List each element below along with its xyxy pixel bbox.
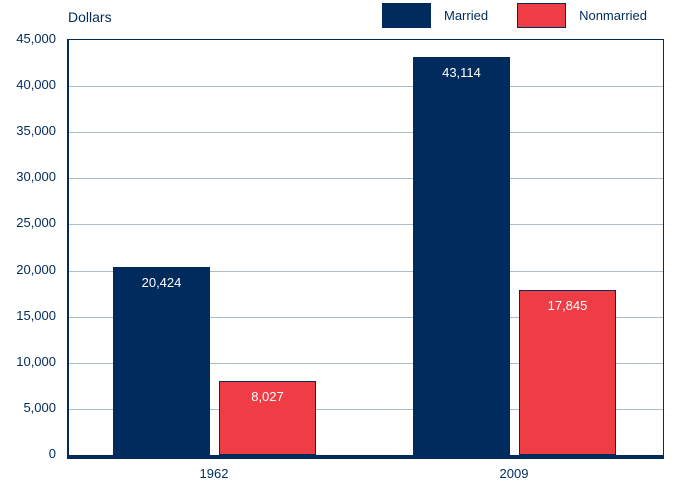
y-tick-label: 45,000	[16, 31, 56, 46]
legend: Married Nonmarried	[382, 2, 647, 28]
gridline	[69, 132, 663, 133]
legend-label: Married	[444, 7, 489, 23]
bar-value-label: 20,424	[141, 275, 182, 290]
bar-nonmarried-2009: 17,845	[519, 290, 616, 455]
gridline	[69, 363, 663, 364]
y-tick-label: 40,000	[16, 77, 56, 92]
gridline	[69, 409, 663, 410]
legend-label: Nonmarried	[579, 7, 647, 23]
gridline	[69, 224, 663, 225]
legend-swatch-married	[382, 2, 431, 28]
x-tick-label: 2009	[499, 466, 529, 481]
legend-item-nonmarried: Nonmarried	[517, 2, 647, 28]
bar-married-1962: 20,424	[113, 267, 210, 455]
bar-married-2009: 43,114	[413, 57, 510, 455]
y-tick-label: 25,000	[16, 215, 56, 230]
y-tick-label: 5,000	[23, 400, 56, 415]
gridline	[69, 317, 663, 318]
bar-value-label: 17,845	[547, 298, 588, 313]
gridline	[69, 86, 663, 87]
plot-area: 20,424 8,027 43,114 17,845	[67, 39, 664, 459]
bar-nonmarried-1962: 8,027	[219, 381, 316, 455]
y-tick-label: 10,000	[16, 354, 56, 369]
y-tick-label: 30,000	[16, 169, 56, 184]
x-tick-label: 1962	[199, 466, 229, 481]
legend-swatch-nonmarried	[517, 2, 567, 28]
y-tick-label: 15,000	[16, 308, 56, 323]
bar-value-label: 8,027	[251, 389, 284, 404]
bar-value-label: 43,114	[442, 65, 481, 80]
y-tick-label: 0	[48, 446, 56, 461]
legend-item-married: Married	[382, 2, 489, 28]
y-axis-title: Dollars	[68, 9, 112, 25]
gridline	[69, 178, 663, 179]
gridline	[69, 271, 663, 272]
y-tick-label: 20,000	[16, 262, 56, 277]
y-tick-label: 35,000	[16, 123, 56, 138]
